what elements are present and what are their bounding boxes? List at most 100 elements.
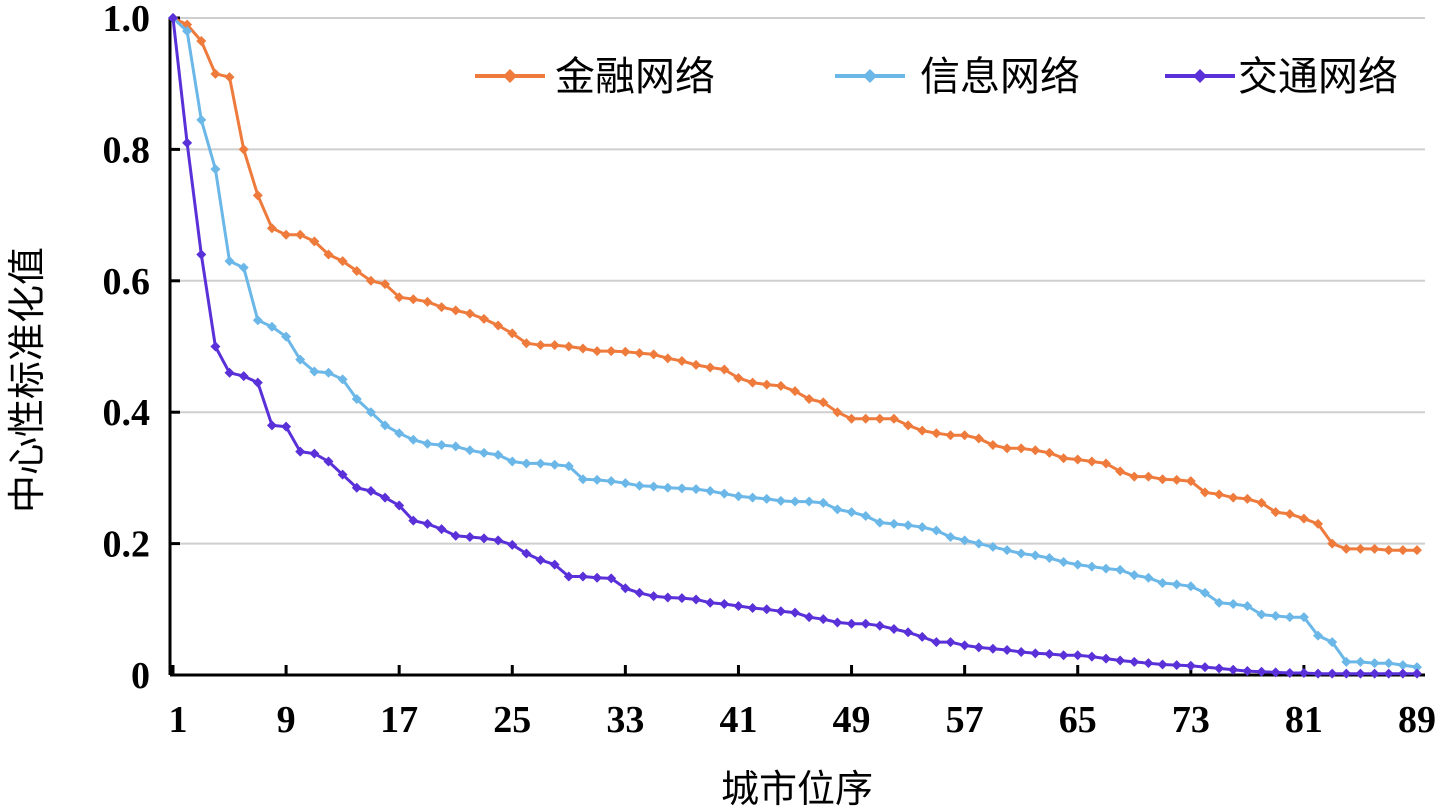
data-point	[1214, 489, 1225, 500]
data-point	[1284, 509, 1295, 520]
data-point	[281, 331, 292, 342]
data-point	[662, 592, 673, 603]
y-tick-label: 0.6	[103, 261, 151, 303]
data-point	[973, 538, 984, 549]
data-point	[903, 420, 914, 431]
data-point	[747, 602, 758, 613]
data-point	[818, 497, 829, 508]
data-point	[281, 421, 292, 432]
data-point	[450, 441, 461, 452]
x-tick-label: 17	[380, 699, 418, 741]
data-point	[1058, 650, 1069, 661]
data-point	[1397, 660, 1408, 671]
data-point	[479, 447, 489, 458]
data-point	[1313, 668, 1324, 679]
data-point	[775, 606, 786, 617]
data-point	[1185, 581, 1196, 592]
data-point	[1369, 668, 1380, 679]
data-point	[1383, 658, 1394, 669]
axes	[168, 18, 1425, 677]
x-tick-label: 1	[169, 699, 188, 741]
data-point	[450, 530, 461, 541]
data-point	[323, 456, 334, 467]
data-point	[1002, 545, 1013, 556]
data-point	[592, 346, 603, 357]
data-point	[775, 380, 786, 391]
data-point	[620, 346, 631, 357]
data-point	[733, 491, 744, 502]
data-point	[1157, 578, 1168, 589]
data-point	[549, 559, 560, 570]
y-tick-label: 0	[131, 655, 150, 697]
data-point	[224, 367, 235, 378]
data-point	[464, 308, 475, 319]
data-point	[1214, 597, 1225, 608]
data-point	[563, 571, 574, 582]
data-point	[1115, 564, 1126, 575]
data-point	[507, 456, 518, 467]
data-point	[888, 624, 899, 635]
data-point	[549, 340, 560, 351]
data-point	[535, 555, 546, 566]
data-point	[1256, 666, 1267, 677]
data-point	[1143, 471, 1154, 482]
data-point	[577, 474, 588, 485]
data-point	[210, 68, 221, 79]
data-point	[1298, 513, 1309, 524]
data-point	[1355, 543, 1366, 554]
data-point	[1383, 668, 1394, 679]
series-line	[172, 16, 1417, 552]
data-point	[676, 483, 687, 494]
y-axis-title: 中心性标准化值	[5, 247, 49, 513]
data-point	[1412, 662, 1422, 673]
data-point	[1044, 648, 1055, 659]
data-point	[1030, 648, 1041, 659]
data-point	[563, 461, 574, 472]
data-point	[1171, 579, 1182, 590]
y-tick-label: 1.0	[103, 0, 151, 40]
x-tick-label: 49	[833, 699, 871, 741]
data-point	[422, 518, 433, 529]
data-point	[606, 346, 617, 357]
legend-marker	[863, 69, 877, 83]
data-point	[860, 413, 871, 424]
data-point	[1313, 518, 1324, 529]
x-tick-label: 25	[493, 699, 531, 741]
data-point	[1383, 545, 1394, 556]
data-point	[676, 355, 687, 366]
data-point	[295, 354, 306, 365]
data-point	[1397, 668, 1408, 679]
data-point	[1369, 658, 1380, 669]
data-point	[705, 486, 716, 497]
series-1	[168, 13, 1422, 556]
data-point	[1412, 545, 1422, 556]
data-point	[238, 371, 249, 382]
data-point	[620, 583, 631, 594]
data-point	[1157, 474, 1168, 485]
data-point	[648, 481, 659, 492]
data-point	[733, 373, 744, 384]
data-point	[351, 265, 362, 276]
data-point	[493, 535, 504, 546]
data-point	[1327, 668, 1338, 679]
data-point	[1185, 476, 1196, 487]
data-point	[1270, 610, 1281, 621]
data-point	[1016, 548, 1027, 559]
data-point	[535, 340, 546, 351]
y-tick-label: 0.2	[103, 524, 151, 566]
data-point	[351, 482, 362, 493]
data-point	[1298, 612, 1309, 623]
data-point	[1228, 492, 1239, 503]
data-point	[1397, 545, 1408, 556]
data-point	[691, 594, 702, 605]
data-point	[521, 338, 532, 349]
data-point	[252, 377, 263, 388]
data-point	[1199, 487, 1210, 498]
data-point	[210, 164, 221, 175]
data-point	[1242, 666, 1253, 677]
data-point	[549, 459, 560, 470]
data-point	[1228, 599, 1239, 610]
data-point	[775, 495, 786, 506]
data-point	[761, 604, 772, 615]
data-point	[1171, 474, 1182, 485]
